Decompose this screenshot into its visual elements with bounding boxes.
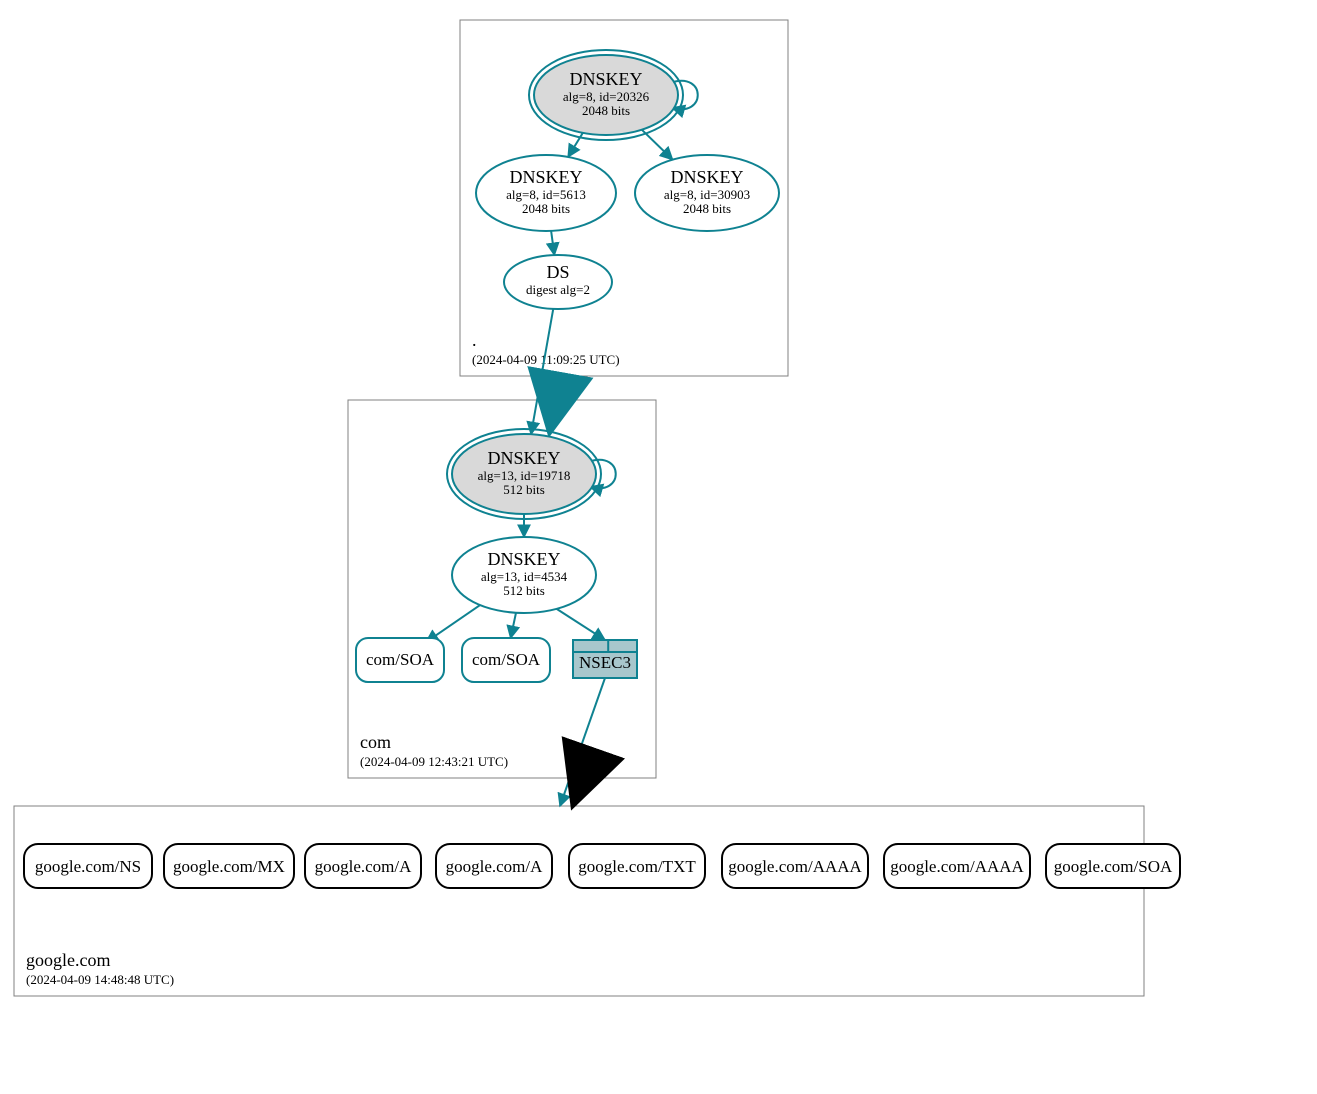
node-rr-label: google.com/A xyxy=(315,857,413,876)
zone-root-label: . xyxy=(472,330,477,350)
edge xyxy=(557,609,605,640)
node-root-ksk-sub2: 2048 bits xyxy=(582,103,630,118)
node-root-zsk1-sub2: 2048 bits xyxy=(522,201,570,216)
node-rr-label: google.com/AAAA xyxy=(728,857,862,876)
node-rr-label: google.com/NS xyxy=(35,857,141,876)
node-root-ksk: DNSKEYalg=8, id=203262048 bits xyxy=(529,50,683,140)
node-root-zsk1-title: DNSKEY xyxy=(509,167,582,187)
edge-wide xyxy=(550,396,556,431)
node-com-zsk-sub2: 512 bits xyxy=(503,583,545,598)
node-com-soa-1: com/SOA xyxy=(356,638,444,682)
zone-com-timestamp: (2024-04-09 12:43:21 UTC) xyxy=(360,754,508,769)
edge xyxy=(551,231,554,255)
node-com-ksk-title: DNSKEY xyxy=(487,448,560,468)
edge xyxy=(511,613,516,638)
edge xyxy=(426,605,480,642)
node-root-ksk-sub1: alg=8, id=20326 xyxy=(563,89,650,104)
node-com-zsk-title: DNSKEY xyxy=(487,549,560,569)
node-rr: google.com/NS xyxy=(24,844,152,888)
node-com-zsk: DNSKEYalg=13, id=4534512 bits xyxy=(452,537,596,613)
node-rr-label: google.com/MX xyxy=(173,857,285,876)
zone-google-label: google.com xyxy=(26,950,110,970)
node-com-ksk: DNSKEYalg=13, id=19718512 bits xyxy=(447,429,601,519)
node-root-ds-title: DS xyxy=(546,262,569,282)
node-com-ksk-sub2: 512 bits xyxy=(503,482,545,497)
node-root-zsk1: DNSKEYalg=8, id=56132048 bits xyxy=(476,155,616,231)
node-rr: google.com/SOA xyxy=(1046,844,1180,888)
node-com-soa-1-label: com/SOA xyxy=(366,650,435,669)
node-com-soa-2-label: com/SOA xyxy=(472,650,541,669)
node-root-zsk1-sub1: alg=8, id=5613 xyxy=(506,187,586,202)
zone-google-timestamp: (2024-04-09 14:48:48 UTC) xyxy=(26,972,174,987)
node-root-zsk2: DNSKEYalg=8, id=309032048 bits xyxy=(635,155,779,231)
node-rr: google.com/AAAA xyxy=(884,844,1030,888)
node-com-zsk-sub1: alg=13, id=4534 xyxy=(481,569,568,584)
node-rr-label: google.com/SOA xyxy=(1054,857,1173,876)
node-root-zsk2-sub2: 2048 bits xyxy=(683,201,731,216)
node-root-zsk2-title: DNSKEY xyxy=(670,167,743,187)
node-root-ksk-title: DNSKEY xyxy=(569,69,642,89)
node-rr: google.com/AAAA xyxy=(722,844,868,888)
zone-com-label: com xyxy=(360,732,391,752)
node-nsec3-label: NSEC3 xyxy=(579,653,631,672)
node-rr: google.com/MX xyxy=(164,844,294,888)
node-rr: google.com/A xyxy=(436,844,552,888)
node-rr-label: google.com/AAAA xyxy=(890,857,1024,876)
dnssec-diagram: .(2024-04-09 11:09:25 UTC)com(2024-04-09… xyxy=(0,0,1317,1094)
zone-google: google.com (2024-04-09 14:48:48 UTC) xyxy=(14,806,1144,996)
edge-wide xyxy=(573,770,585,804)
node-root-ds-sub1: digest alg=2 xyxy=(526,282,590,297)
node-nsec3: NSEC3 xyxy=(573,640,637,678)
node-root-ds: DSdigest alg=2 xyxy=(504,255,612,309)
node-root-zsk2-sub1: alg=8, id=30903 xyxy=(664,187,750,202)
node-rr: google.com/A xyxy=(305,844,421,888)
node-rr: google.com/TXT xyxy=(569,844,705,888)
node-com-soa-2: com/SOA xyxy=(462,638,550,682)
node-rr-label: google.com/A xyxy=(446,857,544,876)
node-rr-label: google.com/TXT xyxy=(578,857,696,876)
node-com-ksk-sub1: alg=13, id=19718 xyxy=(478,468,571,483)
